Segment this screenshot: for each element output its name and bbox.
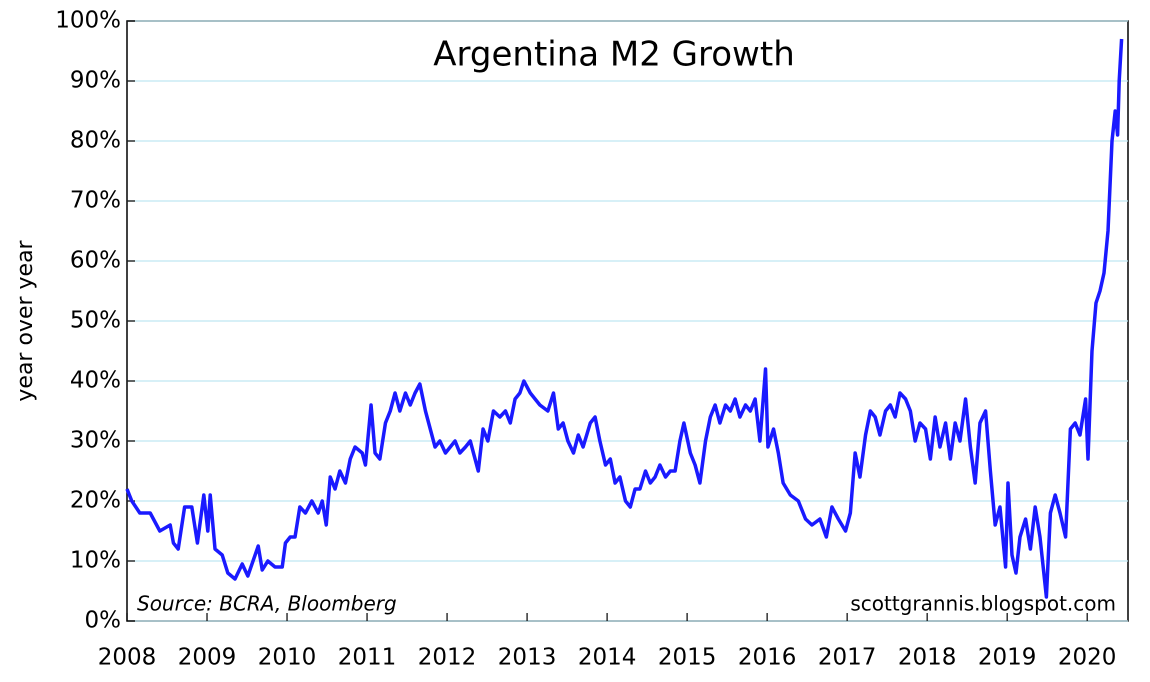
x-tick-label: 2011 xyxy=(338,645,397,671)
y-tick-label: 100% xyxy=(55,8,121,34)
x-tick-label: 2015 xyxy=(658,645,717,671)
y-tick-label: 20% xyxy=(70,488,121,514)
y-tick-label: 50% xyxy=(70,308,121,334)
x-tick-label: 2014 xyxy=(578,645,637,671)
y-tick-label: 30% xyxy=(70,428,121,454)
y-tick-label: 70% xyxy=(70,188,121,214)
y-tick-label: 90% xyxy=(70,68,121,94)
x-tick-label: 2008 xyxy=(98,645,157,671)
x-tick-label: 2020 xyxy=(1058,645,1117,671)
x-tick-label: 2012 xyxy=(418,645,477,671)
y-tick-label: 40% xyxy=(70,368,121,394)
x-tick-label: 2018 xyxy=(898,645,957,671)
x-tick-label: 2009 xyxy=(178,645,237,671)
x-tick-label: 2010 xyxy=(258,645,317,671)
credit-note: scottgrannis.blogspot.com xyxy=(850,592,1116,616)
y-tick-label: 60% xyxy=(70,248,121,274)
y-tick-label: 80% xyxy=(70,128,121,154)
x-tick-label: 2016 xyxy=(738,645,797,671)
source-note: Source: BCRA, Bloomberg xyxy=(137,592,397,616)
data-line xyxy=(125,38,1124,599)
chart-title: Argentina M2 Growth xyxy=(433,35,795,75)
x-tick-label: 2017 xyxy=(818,645,877,671)
y-tick-label: 0% xyxy=(85,608,122,634)
x-tick-label: 2013 xyxy=(498,645,557,671)
x-tick-label: 2019 xyxy=(978,645,1037,671)
y-tick-label: 10% xyxy=(70,548,121,574)
y-axis-label: year over year xyxy=(13,239,38,401)
